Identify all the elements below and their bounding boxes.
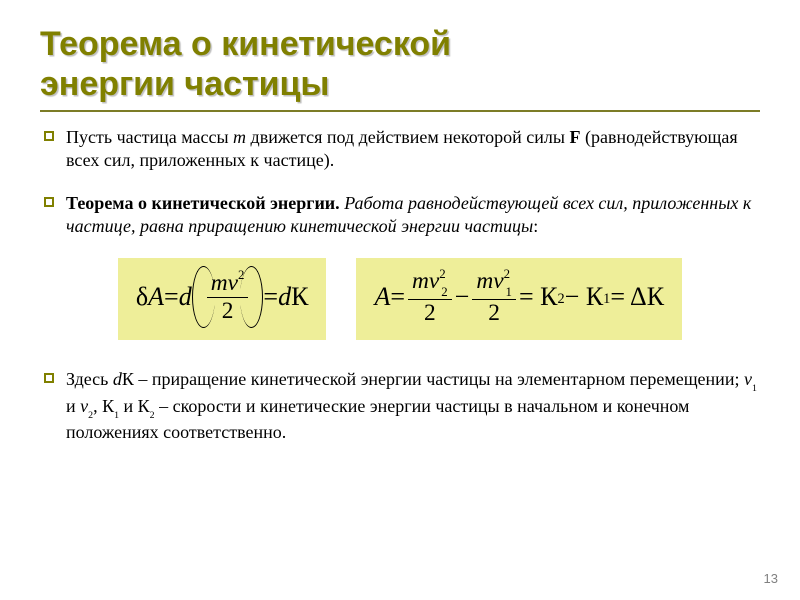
denominator: 2 — [420, 300, 440, 325]
var-k: К — [291, 282, 308, 312]
text: , К — [93, 396, 114, 416]
text: = К — [519, 282, 558, 312]
text: – приращение кинетической энергии частиц… — [134, 369, 744, 389]
fraction: mv22 2 — [408, 269, 452, 325]
var-k: К — [122, 369, 134, 389]
text: − К — [565, 282, 604, 312]
page-number: 13 — [764, 571, 778, 586]
theorem-name: Теорема о кинетической энергии. — [66, 193, 340, 213]
sym-minus: − — [455, 282, 470, 312]
text: и — [66, 396, 80, 416]
text: = ΔК — [610, 282, 664, 312]
paren-right-icon — [251, 266, 263, 328]
var-a: A — [374, 282, 390, 312]
sup: 2 — [439, 267, 445, 281]
sub: 2 — [88, 410, 93, 421]
sub: 2 — [441, 285, 447, 299]
numerator: mv2 2 — [408, 269, 452, 299]
bullet-3: Здесь dК – приращение кинетической энерг… — [40, 368, 760, 444]
var-d: d — [278, 282, 291, 312]
bullet-2: Теорема о кинетической энергии. Работа р… — [40, 192, 760, 238]
var-mv: mv — [412, 268, 439, 294]
sub: 1 — [114, 410, 119, 421]
text: и К — [119, 396, 150, 416]
text: Пусть частица массы — [66, 127, 233, 147]
numerator: mv2 1 — [472, 269, 516, 299]
paren-left-icon — [192, 266, 204, 328]
sub: 1 — [752, 383, 757, 394]
sym-eq: = — [263, 282, 278, 312]
equation-row: δA = d mv2 2 = dК A = mv22 2 − mv21 2 = … — [40, 258, 760, 340]
title-line-2: энергии частицы — [40, 65, 329, 103]
sub: 1 — [506, 285, 512, 299]
sym-eq: = — [390, 282, 405, 312]
var-a: A — [148, 282, 164, 312]
sym-delta: δ — [136, 282, 148, 312]
title-line-1: Теорема о кинетической — [40, 25, 451, 63]
title-underline: Теорема о кинетической энергии частицы — [40, 24, 760, 112]
sub: 2 — [150, 410, 155, 421]
var-mv: mv — [211, 270, 238, 296]
var-f: F — [569, 127, 580, 147]
equation-box-1: δA = d mv2 2 = dК — [118, 258, 327, 340]
sub: 1 — [603, 291, 610, 308]
slide: Теорема о кинетической энергии частицы П… — [0, 0, 800, 600]
text: Здесь — [66, 369, 113, 389]
text: : — [533, 216, 538, 236]
var-v: v — [744, 369, 752, 389]
supsub: 2 — [439, 267, 445, 281]
text: – скорости и кинетические энергии частиц… — [66, 396, 689, 442]
bullet-list-cont: Здесь dК – приращение кинетической энерг… — [40, 368, 760, 444]
sym-eq: = — [164, 282, 179, 312]
bullet-list: Пусть частица массы m движется под дейст… — [40, 126, 760, 238]
var-v: v — [80, 396, 88, 416]
var-d: d — [113, 369, 122, 389]
var-mv: mv — [476, 268, 503, 294]
bullet-1: Пусть частица массы m движется под дейст… — [40, 126, 760, 172]
var-d: d — [179, 282, 192, 312]
fraction: mv21 2 — [472, 269, 516, 325]
sub: 2 — [558, 291, 565, 308]
var-m: m — [233, 127, 246, 147]
slide-title: Теорема о кинетической энергии частицы — [40, 24, 760, 104]
denominator: 2 — [218, 298, 238, 323]
sup: 2 — [504, 267, 510, 281]
equation-box-2: A = mv22 2 − mv21 2 = К2 − К1 = ΔК — [356, 258, 682, 340]
denominator: 2 — [484, 300, 504, 325]
text: движется под действием некоторой силы — [246, 127, 569, 147]
